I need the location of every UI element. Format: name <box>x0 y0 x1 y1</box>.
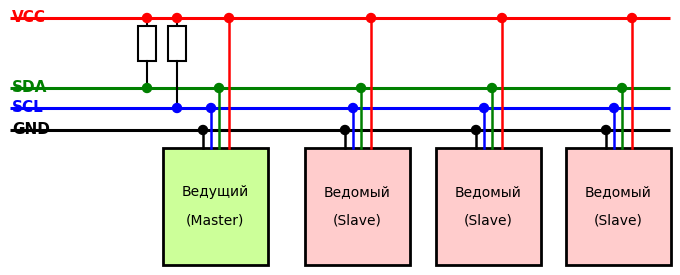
Circle shape <box>207 103 216 112</box>
Text: GND: GND <box>12 122 50 138</box>
Circle shape <box>602 125 611 134</box>
Circle shape <box>498 13 507 23</box>
Bar <box>566 148 670 265</box>
Circle shape <box>341 125 350 134</box>
Circle shape <box>173 103 182 112</box>
Text: (Master): (Master) <box>186 214 244 227</box>
Bar <box>138 26 156 61</box>
Circle shape <box>173 13 182 23</box>
Bar <box>168 26 186 61</box>
Text: (Slave): (Slave) <box>333 214 381 227</box>
Bar <box>435 148 541 265</box>
Text: (Slave): (Slave) <box>594 214 643 227</box>
Text: Ведущий: Ведущий <box>182 185 249 199</box>
Circle shape <box>214 84 224 92</box>
Text: SCL: SCL <box>12 100 44 116</box>
Bar <box>305 148 409 265</box>
Text: Ведомый: Ведомый <box>324 185 390 199</box>
Circle shape <box>348 103 358 112</box>
Text: (Slave): (Slave) <box>464 214 513 227</box>
Text: Ведомый: Ведомый <box>454 185 522 199</box>
Circle shape <box>199 125 207 134</box>
Circle shape <box>628 13 636 23</box>
Circle shape <box>488 84 496 92</box>
Bar <box>163 148 267 265</box>
Circle shape <box>471 125 481 134</box>
Text: SDA: SDA <box>12 81 48 95</box>
Text: Ведомый: Ведомый <box>585 185 651 199</box>
Circle shape <box>367 13 375 23</box>
Circle shape <box>143 13 152 23</box>
Circle shape <box>143 84 152 92</box>
Text: VCC: VCC <box>12 10 46 26</box>
Circle shape <box>224 13 233 23</box>
Circle shape <box>617 84 626 92</box>
Circle shape <box>356 84 366 92</box>
Circle shape <box>609 103 619 112</box>
Circle shape <box>479 103 488 112</box>
